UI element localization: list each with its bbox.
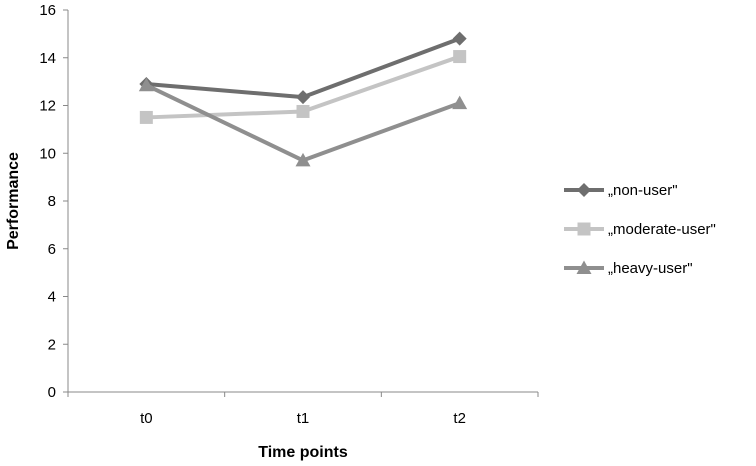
y-tick-label: 10 [39, 145, 56, 162]
legend-label: „moderate-user" [608, 221, 716, 238]
series-2 [139, 50, 467, 124]
y-tick-label: 16 [39, 2, 56, 19]
data-point [453, 50, 467, 64]
x-axis-title: Time points [258, 444, 348, 461]
series-3 [138, 77, 468, 167]
x-tick-label: t2 [453, 410, 466, 427]
y-tick-label: 14 [39, 50, 56, 67]
y-axis-title: Performance [5, 152, 22, 250]
data-point [138, 77, 154, 92]
data-point [452, 95, 468, 110]
series-line [146, 36, 461, 100]
legend-marker [576, 260, 592, 274]
y-tick-label: 2 [48, 336, 56, 353]
legend: „non-user" „moderate-user" „heavy-user" [564, 182, 716, 277]
y-ticks: 0 2 4 6 8 10 12 14 16 [39, 2, 68, 401]
data-point [295, 152, 311, 167]
x-tick-label: t1 [297, 410, 310, 427]
legend-marker [577, 183, 591, 197]
legend-item: „heavy-user" [564, 260, 693, 277]
legend-item: „moderate-user" [564, 221, 716, 238]
legend-item: „non-user" [564, 182, 678, 199]
axes [67, 10, 538, 393]
legend-label: „non-user" [608, 182, 678, 199]
series-1 [139, 31, 467, 105]
y-tick-label: 8 [48, 193, 56, 210]
y-tick-label: 4 [48, 289, 56, 306]
data-point [296, 104, 310, 118]
data-point [452, 31, 467, 46]
y-tick-label: 0 [48, 384, 56, 401]
y-tick-label: 12 [39, 98, 56, 115]
series-group [138, 31, 468, 167]
x-tick-label: t0 [140, 410, 153, 427]
data-point [296, 90, 310, 105]
data-point [139, 110, 153, 124]
x-ticks: t0 t1 t2 [67, 392, 539, 427]
legend-marker [577, 222, 591, 236]
legend-label: „heavy-user" [608, 260, 693, 277]
y-tick-label: 6 [48, 241, 56, 258]
